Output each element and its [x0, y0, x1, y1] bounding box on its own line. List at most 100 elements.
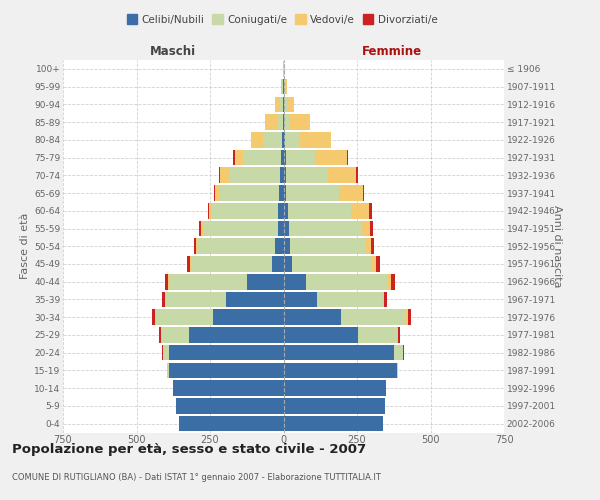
Bar — [284, 345, 394, 360]
Bar — [284, 114, 289, 130]
Bar — [284, 150, 286, 166]
Bar — [371, 238, 374, 254]
Bar — [199, 220, 201, 236]
Bar — [169, 274, 247, 289]
Bar — [203, 220, 278, 236]
Bar — [212, 203, 278, 218]
Legend: Celibi/Nubili, Coniugati/e, Vedovi/e, Divorziati/e: Celibi/Nubili, Coniugati/e, Vedovi/e, Di… — [122, 10, 442, 29]
Bar — [394, 345, 403, 360]
Bar — [407, 310, 410, 325]
Bar — [288, 203, 351, 218]
Bar — [163, 345, 164, 360]
Bar — [341, 310, 406, 325]
Bar — [168, 274, 169, 289]
Bar — [279, 185, 284, 201]
Bar — [220, 185, 279, 201]
Bar — [406, 310, 407, 325]
Bar — [356, 168, 358, 183]
Bar — [281, 79, 282, 94]
Bar — [280, 168, 284, 183]
Text: Femmine: Femmine — [362, 45, 422, 58]
Bar — [372, 256, 376, 272]
Bar — [176, 398, 284, 413]
Bar — [197, 238, 275, 254]
Bar — [284, 398, 385, 413]
Bar — [398, 327, 400, 342]
Bar — [284, 96, 287, 112]
Bar — [247, 274, 284, 289]
Bar — [194, 238, 196, 254]
Bar — [376, 256, 380, 272]
Bar — [284, 185, 286, 201]
Bar — [286, 185, 339, 201]
Bar — [173, 380, 284, 396]
Bar — [263, 132, 282, 148]
Bar — [251, 132, 263, 148]
Bar — [317, 292, 383, 308]
Bar — [166, 292, 226, 308]
Bar — [383, 292, 384, 308]
Y-axis label: Anni di nascita: Anni di nascita — [551, 205, 562, 288]
Bar — [365, 238, 371, 254]
Bar — [169, 362, 284, 378]
Bar — [284, 274, 305, 289]
Bar — [284, 79, 287, 94]
Bar — [284, 256, 292, 272]
Bar — [285, 132, 299, 148]
Bar — [278, 220, 284, 236]
Bar — [214, 185, 215, 201]
Bar — [162, 345, 163, 360]
Bar — [384, 292, 387, 308]
Bar — [283, 96, 284, 112]
Bar — [152, 310, 155, 325]
Bar — [277, 114, 283, 130]
Bar — [219, 168, 220, 183]
Bar — [284, 132, 285, 148]
Bar — [284, 327, 358, 342]
Bar — [286, 168, 328, 183]
Bar — [179, 416, 284, 432]
Bar — [196, 238, 197, 254]
Text: COMUNE DI RUTIGLIANO (BA) - Dati ISTAT 1° gennaio 2007 - Elaborazione TUTTITALIA: COMUNE DI RUTIGLIANO (BA) - Dati ISTAT 1… — [12, 472, 381, 482]
Bar — [233, 150, 235, 166]
Bar — [284, 220, 289, 236]
Bar — [282, 132, 284, 148]
Bar — [284, 380, 386, 396]
Bar — [283, 114, 284, 130]
Bar — [397, 327, 398, 342]
Bar — [290, 238, 365, 254]
Bar — [161, 327, 190, 342]
Bar — [284, 416, 383, 432]
Bar — [358, 327, 397, 342]
Bar — [229, 168, 280, 183]
Bar — [190, 256, 191, 272]
Bar — [305, 274, 388, 289]
Text: Maschi: Maschi — [150, 45, 196, 58]
Bar — [235, 150, 243, 166]
Bar — [169, 345, 284, 360]
Bar — [213, 310, 284, 325]
Text: Popolazione per età, sesso e stato civile - 2007: Popolazione per età, sesso e stato civil… — [12, 442, 366, 456]
Bar — [265, 114, 277, 130]
Bar — [284, 292, 317, 308]
Bar — [315, 150, 347, 166]
Bar — [284, 238, 290, 254]
Bar — [159, 327, 161, 342]
Bar — [328, 168, 356, 183]
Bar — [165, 274, 168, 289]
Bar — [243, 150, 281, 166]
Bar — [289, 114, 310, 130]
Bar — [289, 220, 361, 236]
Bar — [370, 220, 373, 236]
Bar — [209, 203, 212, 218]
Y-axis label: Fasce di età: Fasce di età — [20, 213, 30, 280]
Bar — [391, 274, 395, 289]
Bar — [286, 150, 315, 166]
Bar — [167, 362, 169, 378]
Bar — [292, 256, 372, 272]
Bar — [165, 292, 166, 308]
Bar — [284, 168, 286, 183]
Bar — [351, 203, 370, 218]
Bar — [363, 185, 364, 201]
Bar — [299, 132, 331, 148]
